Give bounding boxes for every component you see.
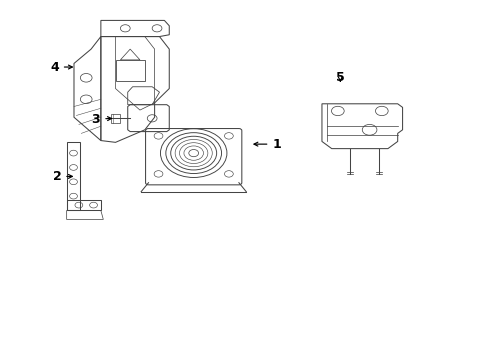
Text: 4: 4: [50, 60, 73, 73]
Text: 5: 5: [336, 71, 344, 84]
Text: 1: 1: [254, 138, 281, 150]
Text: 3: 3: [92, 113, 111, 126]
Text: 2: 2: [52, 170, 73, 183]
